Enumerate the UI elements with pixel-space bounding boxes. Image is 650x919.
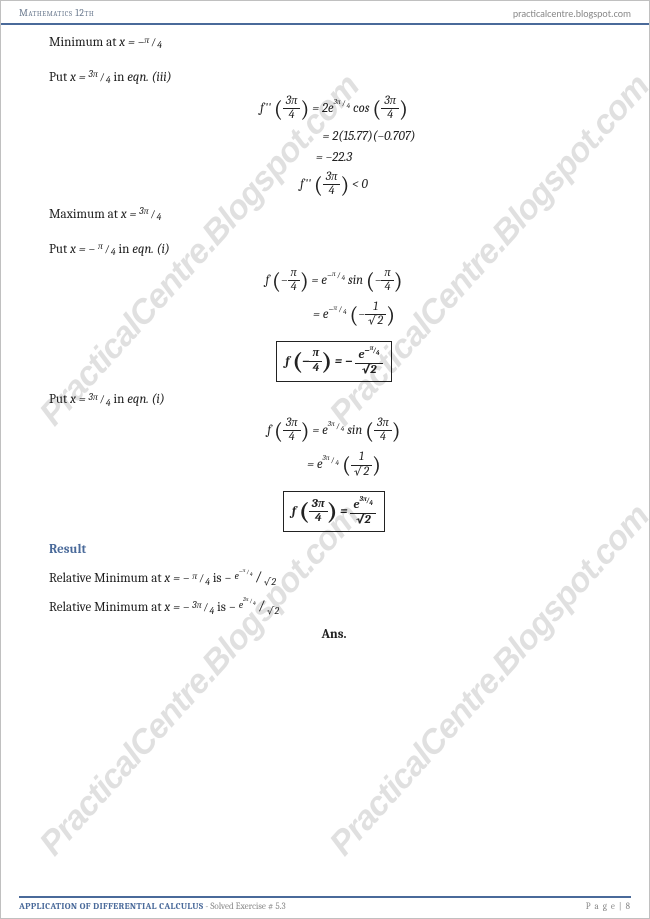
text: in bbox=[119, 242, 133, 257]
text: Relative Minimum at bbox=[49, 600, 164, 615]
page-footer: APPLICATION OF DIFFERENTIAL CALCULUS - S… bbox=[19, 896, 631, 912]
document-page: Mathematics 12th practicalcentre.blogspo… bbox=[0, 0, 650, 919]
text: Put bbox=[49, 392, 70, 407]
text: is − bbox=[213, 571, 235, 586]
page-header: Mathematics 12th practicalcentre.blogspo… bbox=[1, 1, 649, 25]
text-line: Put x = 3π⁄4 in eqn. (iii) bbox=[49, 68, 619, 89]
equation: = e3π⁄4 (1√2) bbox=[49, 451, 619, 479]
text: Put bbox=[49, 242, 70, 257]
math-inline: x = − 3π⁄4 bbox=[164, 600, 214, 615]
text-line: Put x = − π⁄4 in eqn. (i) bbox=[49, 240, 619, 261]
eqn-ref: eqn. (i) bbox=[127, 392, 164, 407]
result-line: Relative Minimum at x = − 3π⁄4 is − e3π⁄… bbox=[49, 594, 619, 619]
math-inline: x = 3π⁄4 bbox=[121, 207, 162, 222]
math-inline: x = 3π⁄4 bbox=[70, 70, 111, 85]
math-inline: x = −π⁄4 bbox=[119, 35, 162, 50]
math-inline: x = 3π⁄4 bbox=[70, 392, 111, 407]
equation: = −22.3 bbox=[49, 150, 619, 165]
equation: f'' (3π4) = 2e3π⁄4 cos (3π4) bbox=[49, 95, 619, 123]
text: in bbox=[114, 70, 128, 85]
text: Minimum at bbox=[49, 35, 119, 50]
text-line: Minimum at x = −π⁄4 bbox=[49, 33, 619, 54]
eqn-ref: eqn. (i) bbox=[132, 242, 169, 257]
equation: = e−π⁄4 (−1√2) bbox=[49, 301, 619, 329]
math-inline: x = − π⁄4 bbox=[70, 242, 116, 257]
equation-boxed: f (−π4) = − e−π⁄4√2 bbox=[49, 341, 619, 382]
text: is − bbox=[217, 600, 239, 615]
math-inline: e3π⁄4⁄√2 bbox=[239, 600, 279, 615]
answer-label: Ans. bbox=[49, 625, 619, 646]
equation: f'' (3π4) < 0 bbox=[49, 171, 619, 199]
result-line: Relative Minimum at x = − π⁄4 is − e−π⁄4… bbox=[49, 565, 619, 590]
footer-page: P a g e | 8 bbox=[586, 902, 631, 912]
text: Maximum at bbox=[49, 207, 121, 222]
text: Put bbox=[49, 70, 70, 85]
text-line: Put x = 3π⁄4 in eqn. (i) bbox=[49, 390, 619, 411]
text-line: Maximum at x = 3π⁄4 bbox=[49, 205, 619, 226]
result-heading: Result bbox=[49, 540, 619, 561]
text: Relative Minimum at bbox=[49, 571, 164, 586]
eqn-ref: eqn. (iii) bbox=[127, 70, 171, 85]
header-url: practicalcentre.blogspot.com bbox=[513, 7, 631, 20]
text: in bbox=[114, 392, 128, 407]
math-inline: e−π⁄4⁄√2 bbox=[234, 571, 275, 586]
math-inline: x = − π⁄4 bbox=[164, 571, 210, 586]
equation: f (−π4) = e−π⁄4 sin (−π4) bbox=[49, 267, 619, 295]
content-area: Minimum at x = −π⁄4 Put x = 3π⁄4 in eqn.… bbox=[49, 29, 619, 888]
equation-boxed: f (3π4) = e3π⁄4√2 bbox=[49, 491, 619, 532]
equation: f (3π4) = e3π⁄4 sin (3π4) bbox=[49, 417, 619, 445]
equation: = 2(15.77)(−0.707) bbox=[49, 129, 619, 144]
header-subject: Mathematics 12th bbox=[19, 7, 94, 20]
footer-chapter: APPLICATION OF DIFFERENTIAL CALCULUS - S… bbox=[19, 902, 286, 912]
